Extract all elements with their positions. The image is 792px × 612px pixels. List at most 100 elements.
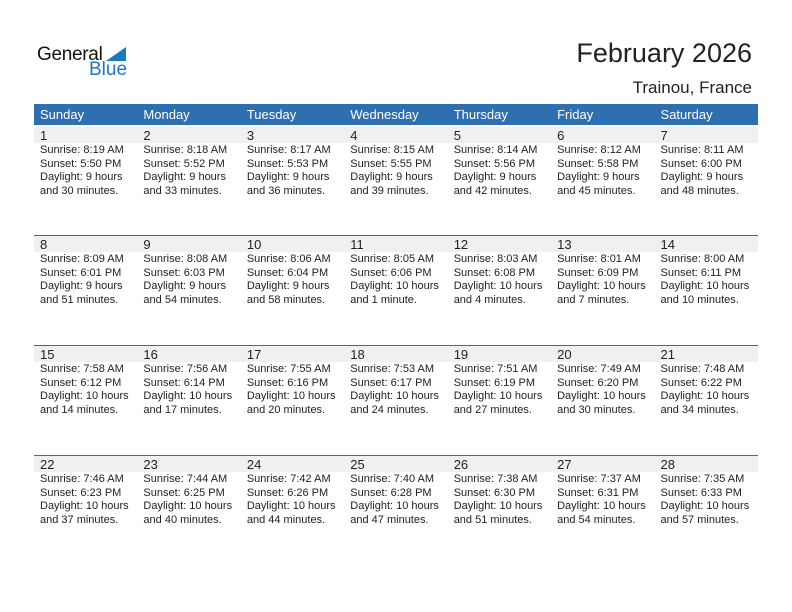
daylight-text: Daylight: 10 hours: [660, 280, 750, 292]
day-number: 15: [40, 347, 55, 362]
sunset-text: Sunset: 6:28 PM: [350, 486, 432, 499]
day-cell: Sunrise: 8:11 AM Sunset: 6:00 PM Daylight:…: [655, 143, 758, 198]
week-row: 8 9 10 11 12 13 14 Sunrise: 8:09 AM Sunset: 6:01…: [34, 235, 758, 336]
daylight-text: and 4 minutes.: [453, 293, 526, 306]
daylight-text: and 27 minutes.: [453, 403, 532, 416]
daylight-text: and 36 minutes.: [246, 184, 326, 197]
daylight-text: and 40 minutes.: [143, 513, 222, 526]
daylight-text: Daylight: 10 hours: [246, 500, 336, 512]
daylight-text: Daylight: 9 hours: [246, 171, 330, 183]
day-number: 20: [557, 347, 572, 362]
day-cell: Sunrise: 7:56 AM Sunset: 6:14 PM Daylight:…: [137, 362, 240, 417]
daylight-text: Daylight: 10 hours: [350, 280, 439, 292]
day-cell: Sunrise: 8:14 AM Sunset: 5:56 PM Daylight:…: [448, 143, 551, 198]
daylight-text: Daylight: 10 hours: [350, 500, 439, 512]
sunrise-text: Sunrise: 7:42 AM: [246, 473, 331, 485]
day-cell: Sunrise: 7:46 AM Sunset: 6:23 PM Daylight:…: [34, 472, 137, 527]
daylight-text: and 54 minutes.: [143, 293, 222, 306]
daylight-text: Daylight: 10 hours: [557, 500, 646, 512]
daylight-text: Daylight: 10 hours: [246, 390, 336, 402]
sunset-text: Sunset: 5:56 PM: [453, 157, 536, 170]
day-number: 2: [143, 128, 151, 143]
day-cell: Sunrise: 7:38 AM Sunset: 6:30 PM Daylight:…: [448, 472, 551, 527]
logo-text-blue: Blue: [89, 59, 128, 80]
week-row: 1 2 3 4 5 6 7 Sunrise: 8:19 AM Sunset: 5:50 PM Da…: [34, 127, 758, 227]
sunrise-text: Sunrise: 7:55 AM: [246, 363, 331, 375]
sunset-text: Sunset: 5:55 PM: [350, 157, 432, 170]
day-cell: Sunrise: 7:49 AM Sunset: 6:20 PM Daylight:…: [551, 362, 654, 417]
day-number: 16: [143, 347, 158, 362]
day-number: 10: [246, 237, 262, 252]
daylight-text: and 10 minutes.: [660, 293, 739, 306]
sunset-text: Sunset: 6:31 PM: [557, 486, 639, 499]
sunset-text: Sunset: 6:33 PM: [660, 486, 742, 499]
sunset-text: Sunset: 6:11 PM: [660, 266, 742, 279]
daylight-text: Daylight: 9 hours: [40, 280, 123, 292]
sunset-text: Sunset: 6:17 PM: [350, 376, 432, 389]
day-cell: Sunrise: 8:03 AM Sunset: 6:08 PM Daylight:…: [448, 252, 551, 307]
day-cell: Sunrise: 7:42 AM Sunset: 6:26 PM Daylight:…: [241, 472, 344, 527]
day-cell: Sunrise: 8:09 AM Sunset: 6:01 PM Daylight:…: [34, 252, 137, 307]
sunrise-text: Sunrise: 7:51 AM: [453, 363, 538, 375]
daylight-text: and 14 minutes.: [40, 403, 119, 416]
daylight-text: and 54 minutes.: [557, 513, 636, 526]
daylight-text: and 7 minutes.: [557, 293, 630, 306]
day-cell: Sunrise: 8:19 AM Sunset: 5:50 PM Daylight:…: [34, 143, 137, 198]
daylight-text: and 17 minutes.: [143, 403, 222, 416]
logo-text-general: General: [37, 44, 103, 65]
daylight-text: and 57 minutes.: [660, 513, 739, 526]
daylight-text: Daylight: 10 hours: [350, 390, 439, 402]
day-cell: Sunrise: 8:17 AM Sunset: 5:53 PM Daylight:…: [241, 143, 344, 198]
sunrise-text: Sunrise: 8:17 AM: [246, 144, 331, 156]
day-info-row: Sunrise: 7:46 AM Sunset: 6:23 PM Daylight:…: [34, 472, 758, 527]
location: Trainou, France: [632, 78, 752, 97]
sunset-text: Sunset: 6:03 PM: [143, 266, 225, 279]
sunset-text: Sunset: 6:00 PM: [660, 157, 742, 170]
weekday-sunday: Sunday: [40, 107, 85, 122]
day-number: 24: [246, 457, 262, 472]
day-cell: Sunrise: 8:01 AM Sunset: 6:09 PM Daylight:…: [551, 252, 654, 307]
day-number: 9: [143, 237, 151, 252]
daylight-text: Daylight: 10 hours: [143, 500, 233, 512]
daylight-text: Daylight: 9 hours: [350, 171, 433, 183]
sunset-text: Sunset: 6:20 PM: [557, 376, 639, 389]
sunrise-text: Sunrise: 8:03 AM: [453, 253, 538, 265]
weekday-tuesday: Tuesday: [246, 107, 297, 122]
sunrise-text: Sunrise: 7:44 AM: [143, 473, 228, 485]
day-cell: Sunrise: 7:51 AM Sunset: 6:19 PM Daylight:…: [448, 362, 551, 417]
daylight-text: Daylight: 9 hours: [143, 280, 226, 292]
daylight-text: and 20 minutes.: [246, 403, 326, 416]
day-number: 13: [557, 237, 572, 252]
sunrise-text: Sunrise: 7:37 AM: [557, 473, 641, 485]
day-cell: Sunrise: 7:58 AM Sunset: 6:12 PM Daylight:…: [34, 362, 137, 417]
day-number: 5: [453, 128, 461, 143]
sunrise-text: Sunrise: 7:58 AM: [40, 363, 124, 375]
day-number: 19: [453, 347, 469, 362]
sunrise-text: Sunrise: 8:19 AM: [40, 144, 124, 156]
day-cell: Sunrise: 7:53 AM Sunset: 6:17 PM Daylight:…: [344, 362, 447, 417]
daylight-text: and 48 minutes.: [660, 184, 739, 197]
sunrise-text: Sunrise: 7:46 AM: [40, 473, 124, 485]
week-row: 22 23 24 25 26 27 28 Sunrise: 7:46 AM Sunset: 6:…: [34, 455, 758, 556]
daylight-text: and 58 minutes.: [246, 293, 326, 306]
week-row: 15 16 17 18 19 20 21 Sunrise: 7:58 AM Sunset: 6:…: [34, 345, 758, 446]
daylight-text: Daylight: 9 hours: [246, 280, 330, 292]
daylight-text: Daylight: 10 hours: [453, 500, 543, 512]
sunrise-text: Sunrise: 8:05 AM: [350, 253, 435, 265]
daylight-text: Daylight: 9 hours: [143, 171, 226, 183]
sunrise-text: Sunrise: 8:00 AM: [660, 253, 745, 265]
sunrise-text: Sunrise: 8:11 AM: [660, 144, 744, 156]
daylight-text: Daylight: 9 hours: [453, 171, 537, 183]
date-bar: 1 2 3 4 5 6 7: [34, 127, 758, 143]
sunset-text: Sunset: 6:23 PM: [40, 486, 122, 499]
day-cell: Sunrise: 8:15 AM Sunset: 5:55 PM Daylight:…: [344, 143, 447, 198]
daylight-text: and 30 minutes.: [40, 184, 119, 197]
day-cell: Sunrise: 7:40 AM Sunset: 6:28 PM Daylight:…: [344, 472, 447, 527]
sunrise-text: Sunrise: 8:01 AM: [557, 253, 641, 265]
daylight-text: and 51 minutes.: [40, 293, 119, 306]
daylight-text: and 51 minutes.: [453, 513, 532, 526]
sunset-text: Sunset: 6:26 PM: [246, 486, 329, 499]
day-number: 17: [246, 347, 262, 362]
date-bar: 8 9 10 11 12 13 14: [34, 236, 758, 252]
daylight-text: and 30 minutes.: [557, 403, 636, 416]
